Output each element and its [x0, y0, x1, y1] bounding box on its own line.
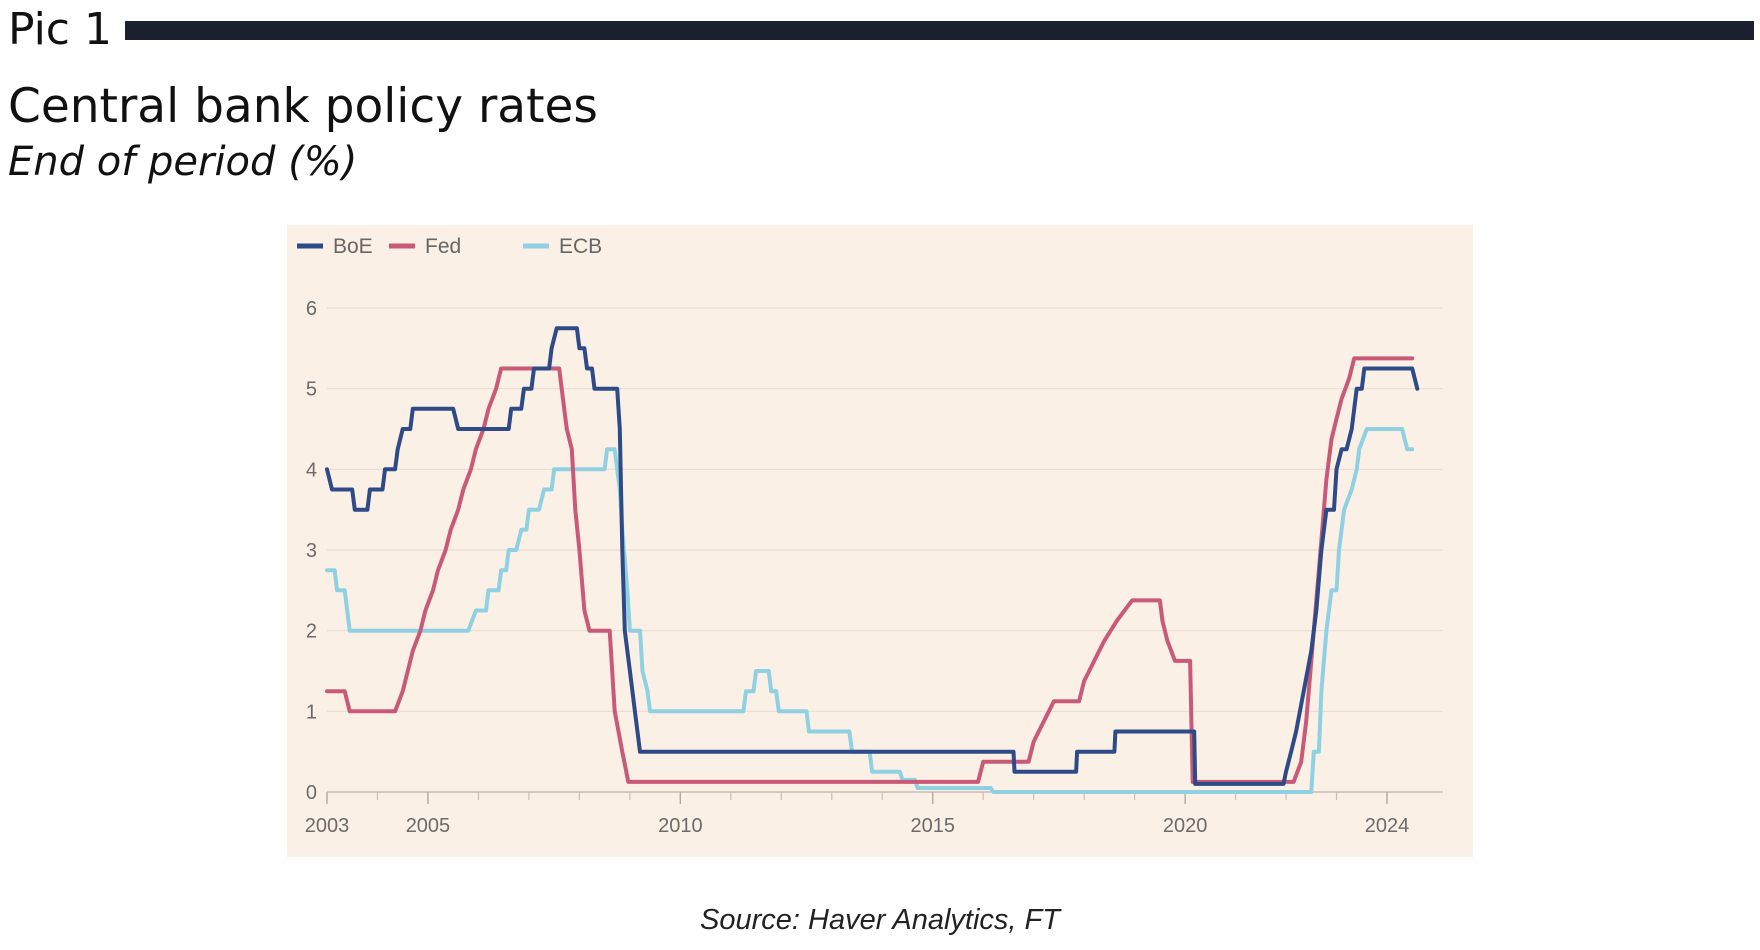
legend-label-fed: Fed	[425, 235, 461, 258]
y-tick-label: 6	[306, 298, 317, 320]
x-tick-label: 2024	[1365, 815, 1410, 837]
line-chart: 0 1 2 3 4 5 6 2003 2005 2010 2015 2020 2024 BoE Fed ECB	[297, 235, 1443, 837]
legend-label-ecb: ECB	[559, 235, 602, 258]
chart-subtitle: End of period (%)	[8, 139, 358, 185]
x-tick-label: 2010	[658, 815, 703, 837]
x-tick-label: 2005	[406, 815, 451, 837]
series-line-ecb	[325, 427, 1415, 794]
series-line-boe	[325, 326, 1420, 786]
y-tick-label: 0	[306, 782, 317, 804]
x-tick-label: 2020	[1163, 815, 1208, 837]
y-tick-label: 3	[306, 540, 317, 562]
y-tick-label: 5	[306, 379, 317, 401]
y-tick-label: 1	[306, 701, 317, 723]
x-tick-label: 2003	[305, 815, 350, 837]
y-tick-label: 2	[306, 621, 317, 643]
y-tick-label: 4	[306, 459, 317, 481]
header-rule	[125, 21, 1754, 40]
series-line-fed	[325, 356, 1415, 784]
chart-panel: 0 1 2 3 4 5 6 2003 2005 2010 2015 2020 2024 BoE Fed ECB	[287, 225, 1473, 857]
source-note: Source: Haver Analytics, FT	[700, 904, 1060, 936]
legend-label-boe: BoE	[333, 235, 373, 258]
pic-header: Pic 1	[8, 4, 1754, 55]
pic-label: Pic 1	[8, 4, 112, 55]
x-tick-label: 2015	[910, 815, 955, 837]
chart-title: Central bank policy rates	[8, 79, 598, 134]
